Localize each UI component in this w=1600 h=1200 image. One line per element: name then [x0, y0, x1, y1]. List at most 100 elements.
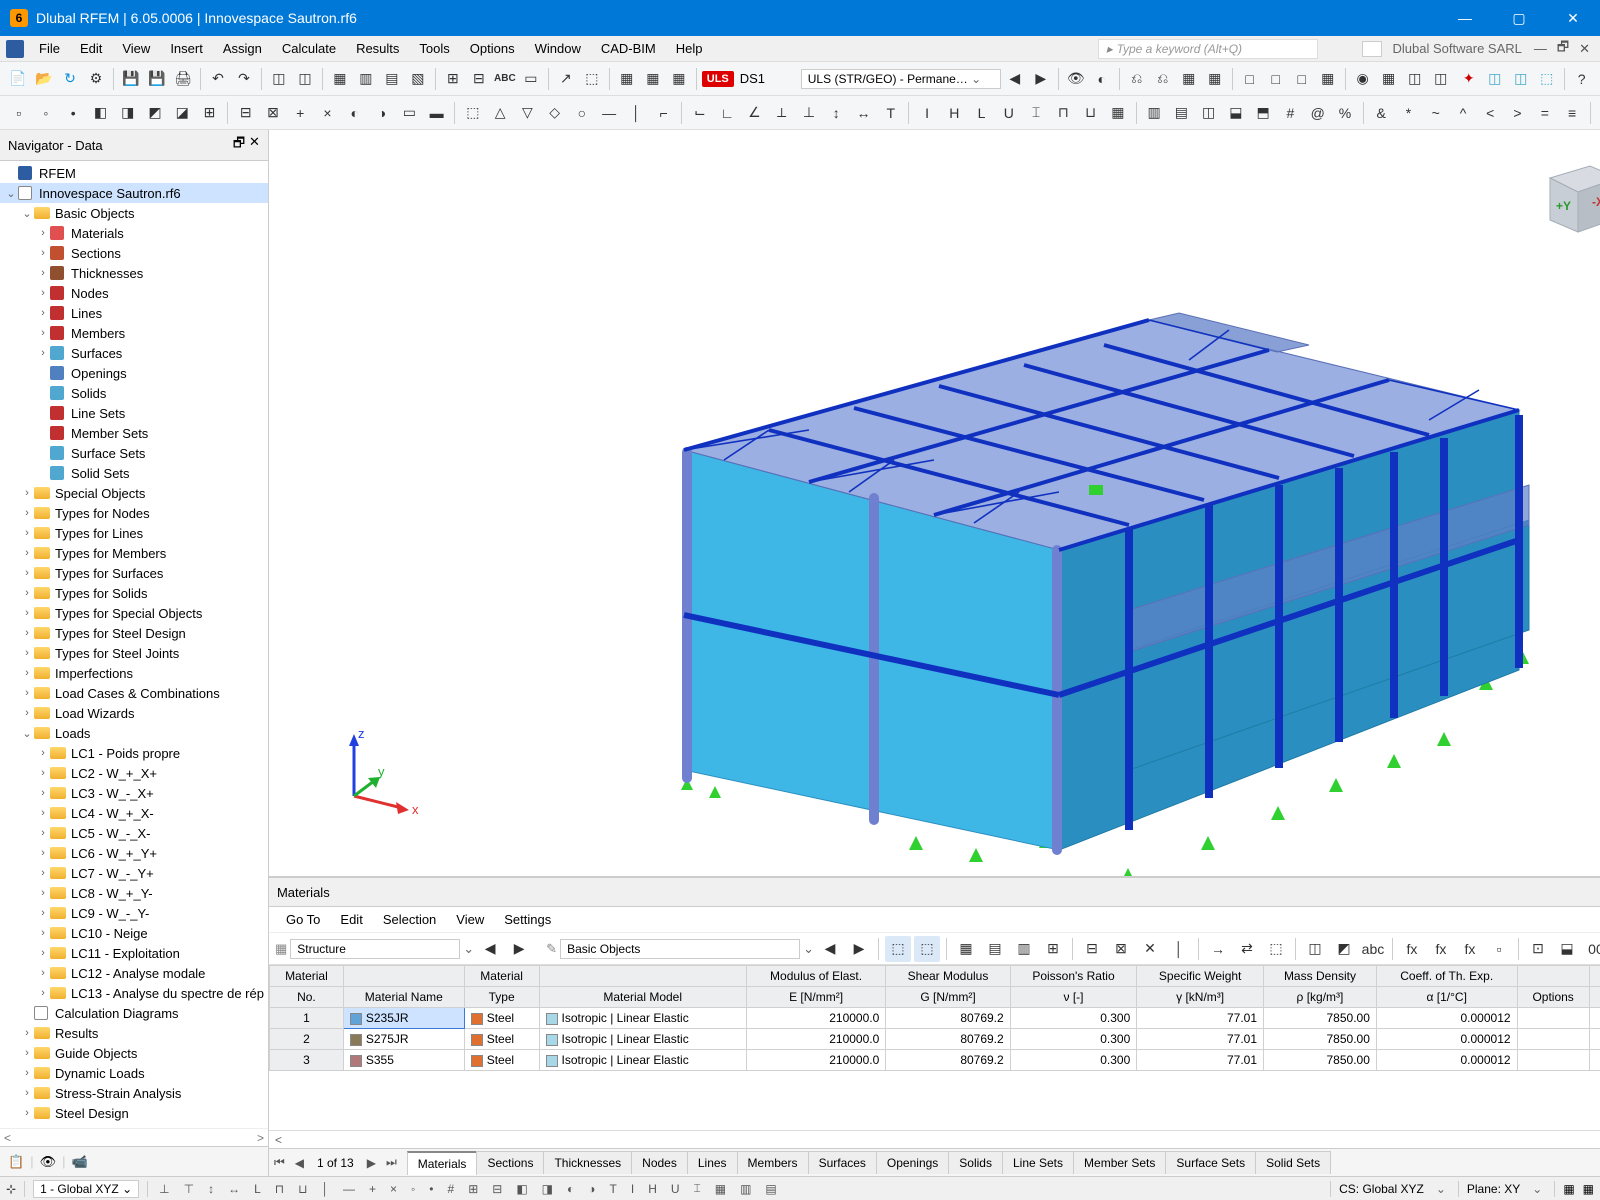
tb2-51[interactable]: ^ [1450, 100, 1475, 126]
table-row[interactable]: 3S355SteelIsotropic | Linear Elastic2100… [269, 1050, 1600, 1071]
tb2-41[interactable]: ▤ [1169, 100, 1194, 126]
pg-last[interactable]: ⏭ [381, 1155, 402, 1170]
tree-lc9[interactable]: ›LC9 - W_-_Y- [0, 903, 268, 923]
tree-twisty[interactable]: › [36, 867, 50, 879]
path-prev[interactable]: ◀ [477, 936, 503, 962]
tree-lines[interactable]: ›Lines [0, 303, 268, 323]
cell-type[interactable]: Steel [464, 1008, 539, 1029]
menu-window[interactable]: Window [526, 38, 590, 59]
tree-twisty[interactable]: ⌄ [4, 187, 18, 200]
tb-grid3[interactable]: ▤ [380, 66, 404, 92]
navigator-tree[interactable]: RFEM⌄Innovespace Sautron.rf6⌄Basic Objec… [0, 161, 268, 1128]
tree-types-for-lines[interactable]: ›Types for Lines [0, 523, 268, 543]
ptb-x5[interactable]: ⊠ [1108, 936, 1134, 962]
cell-e[interactable]: 210000.0 [746, 1050, 885, 1071]
navigator-dock-icon[interactable]: 🗗 [233, 134, 245, 156]
tb2-46[interactable]: @ [1305, 100, 1330, 126]
tree-twisty[interactable]: › [20, 627, 34, 639]
col-h1[interactable] [539, 966, 746, 987]
tb2-27[interactable]: ⟂ [769, 100, 794, 126]
tb-r15[interactable]: ◫ [1483, 66, 1507, 92]
tree-calc-diagrams[interactable]: Calculation Diagrams [0, 1003, 268, 1023]
sb-b24[interactable]: ⌶ [691, 1181, 704, 1196]
tree-lc5[interactable]: ›LC5 - W_-_X- [0, 823, 268, 843]
tree-types-for-special-objects[interactable]: ›Types for Special Objects [0, 603, 268, 623]
cell-rho[interactable]: 7850.00 [1264, 1008, 1377, 1029]
col-h2[interactable]: ν [-] [1010, 987, 1137, 1008]
tb-r13[interactable]: ◫ [1429, 66, 1453, 92]
tree-dynamic-loads[interactable]: ›Dynamic Loads [0, 1063, 268, 1083]
tab-members[interactable]: Members [737, 1151, 809, 1174]
tree-lc6[interactable]: ›LC6 - W_+_Y+ [0, 843, 268, 863]
ptb-x13[interactable]: abc [1360, 936, 1386, 962]
model-viewport[interactable]: z x y +Y -X [269, 130, 1600, 876]
cell-gamma[interactable]: 77.01 [1137, 1050, 1264, 1071]
tree-root[interactable]: RFEM [0, 163, 268, 183]
tb-cube1[interactable]: ◫ [267, 66, 291, 92]
tb2-25[interactable]: ∟ [715, 100, 740, 126]
sb-b23[interactable]: U [668, 1182, 683, 1196]
tree-sections[interactable]: ›Sections [0, 243, 268, 263]
tree-twisty[interactable]: › [20, 567, 34, 579]
tb2-1[interactable]: ◦ [33, 100, 58, 126]
tree-member-sets[interactable]: Member Sets [0, 423, 268, 443]
ptb-x9[interactable]: ⇄ [1234, 936, 1260, 962]
ptb-2[interactable]: ⬚ [914, 936, 940, 962]
col-h1[interactable] [1517, 966, 1589, 987]
tree-twisty[interactable]: › [20, 547, 34, 559]
tb-gear[interactable]: ⚙ [84, 66, 108, 92]
doc-close-button[interactable]: ✕ [1575, 41, 1594, 57]
tb2-29[interactable]: ↕ [824, 100, 849, 126]
tree-nodes[interactable]: ›Nodes [0, 283, 268, 303]
col-h2[interactable]: Material Name [343, 987, 464, 1008]
menu-assign[interactable]: Assign [214, 38, 271, 59]
tree-twisty[interactable]: › [20, 1027, 34, 1039]
tree-twisty[interactable]: › [20, 1047, 34, 1059]
tree-twisty[interactable]: › [36, 747, 50, 759]
tb2-12[interactable]: ◐ [342, 100, 367, 126]
basic-objects-select[interactable]: Basic Objects [560, 939, 800, 959]
row-no[interactable]: 2 [269, 1029, 343, 1050]
sb-b12[interactable]: • [426, 1182, 436, 1196]
tb-undo[interactable]: ↶ [206, 66, 230, 92]
tb2-28[interactable]: ⊥ [796, 100, 821, 126]
cell-rho[interactable]: 7850.00 [1264, 1029, 1377, 1050]
tree-lc1[interactable]: ›LC1 - Poids propre [0, 743, 268, 763]
sb-b15[interactable]: ⊟ [489, 1182, 505, 1196]
tree-solids[interactable]: Solids [0, 383, 268, 403]
menu-tools[interactable]: Tools [410, 38, 458, 59]
tb-new[interactable]: 📄 [6, 66, 30, 92]
tree-twisty[interactable]: › [20, 1107, 34, 1119]
col-h2[interactable]: ρ [kg/m³] [1264, 987, 1377, 1008]
nav-cube[interactable]: +Y -X [1530, 148, 1600, 244]
tree-scroll-right[interactable]: > [257, 1131, 264, 1145]
tree-lc8[interactable]: ›LC8 - W_+_Y- [0, 883, 268, 903]
tree-twisty[interactable]: › [36, 847, 50, 859]
tb2-45[interactable]: # [1278, 100, 1303, 126]
cell-name[interactable]: S275JR [343, 1029, 464, 1050]
tree-twisty[interactable]: › [36, 767, 50, 779]
ptb-x15[interactable]: fx [1428, 936, 1454, 962]
minimize-button[interactable]: — [1438, 0, 1492, 36]
cell-type[interactable]: Steel [464, 1029, 539, 1050]
tb-r6[interactable]: □ [1238, 66, 1262, 92]
cell-model[interactable]: Isotropic | Linear Elastic [539, 1050, 746, 1071]
sb-b4[interactable]: L [251, 1182, 264, 1196]
tb-arr[interactable]: ↗ [554, 66, 578, 92]
clipboard-icon[interactable]: 📋 [8, 1154, 24, 1170]
tree-special-objects[interactable]: ›Special Objects [0, 483, 268, 503]
tree-twisty[interactable]: › [20, 1067, 34, 1079]
cell-comment[interactable] [1589, 1029, 1600, 1050]
cell-g[interactable]: 80769.2 [886, 1008, 1010, 1029]
menu-insert[interactable]: Insert [161, 38, 212, 59]
tb-eye[interactable]: 👁 [1064, 66, 1088, 92]
tb2-30[interactable]: ↔ [851, 100, 876, 126]
menu-file[interactable]: File [30, 38, 69, 59]
col-h2[interactable]: No. [269, 987, 343, 1008]
tree-load-wizards[interactable]: ›Load Wizards [0, 703, 268, 723]
cell-rho[interactable]: 7850.00 [1264, 1050, 1377, 1071]
camera-icon[interactable]: 📹 [71, 1154, 87, 1170]
col-h1[interactable]: Coeff. of Th. Exp. [1376, 966, 1517, 987]
ptb-1[interactable]: ⬚ [885, 936, 911, 962]
tb-save[interactable]: 💾 [119, 66, 143, 92]
